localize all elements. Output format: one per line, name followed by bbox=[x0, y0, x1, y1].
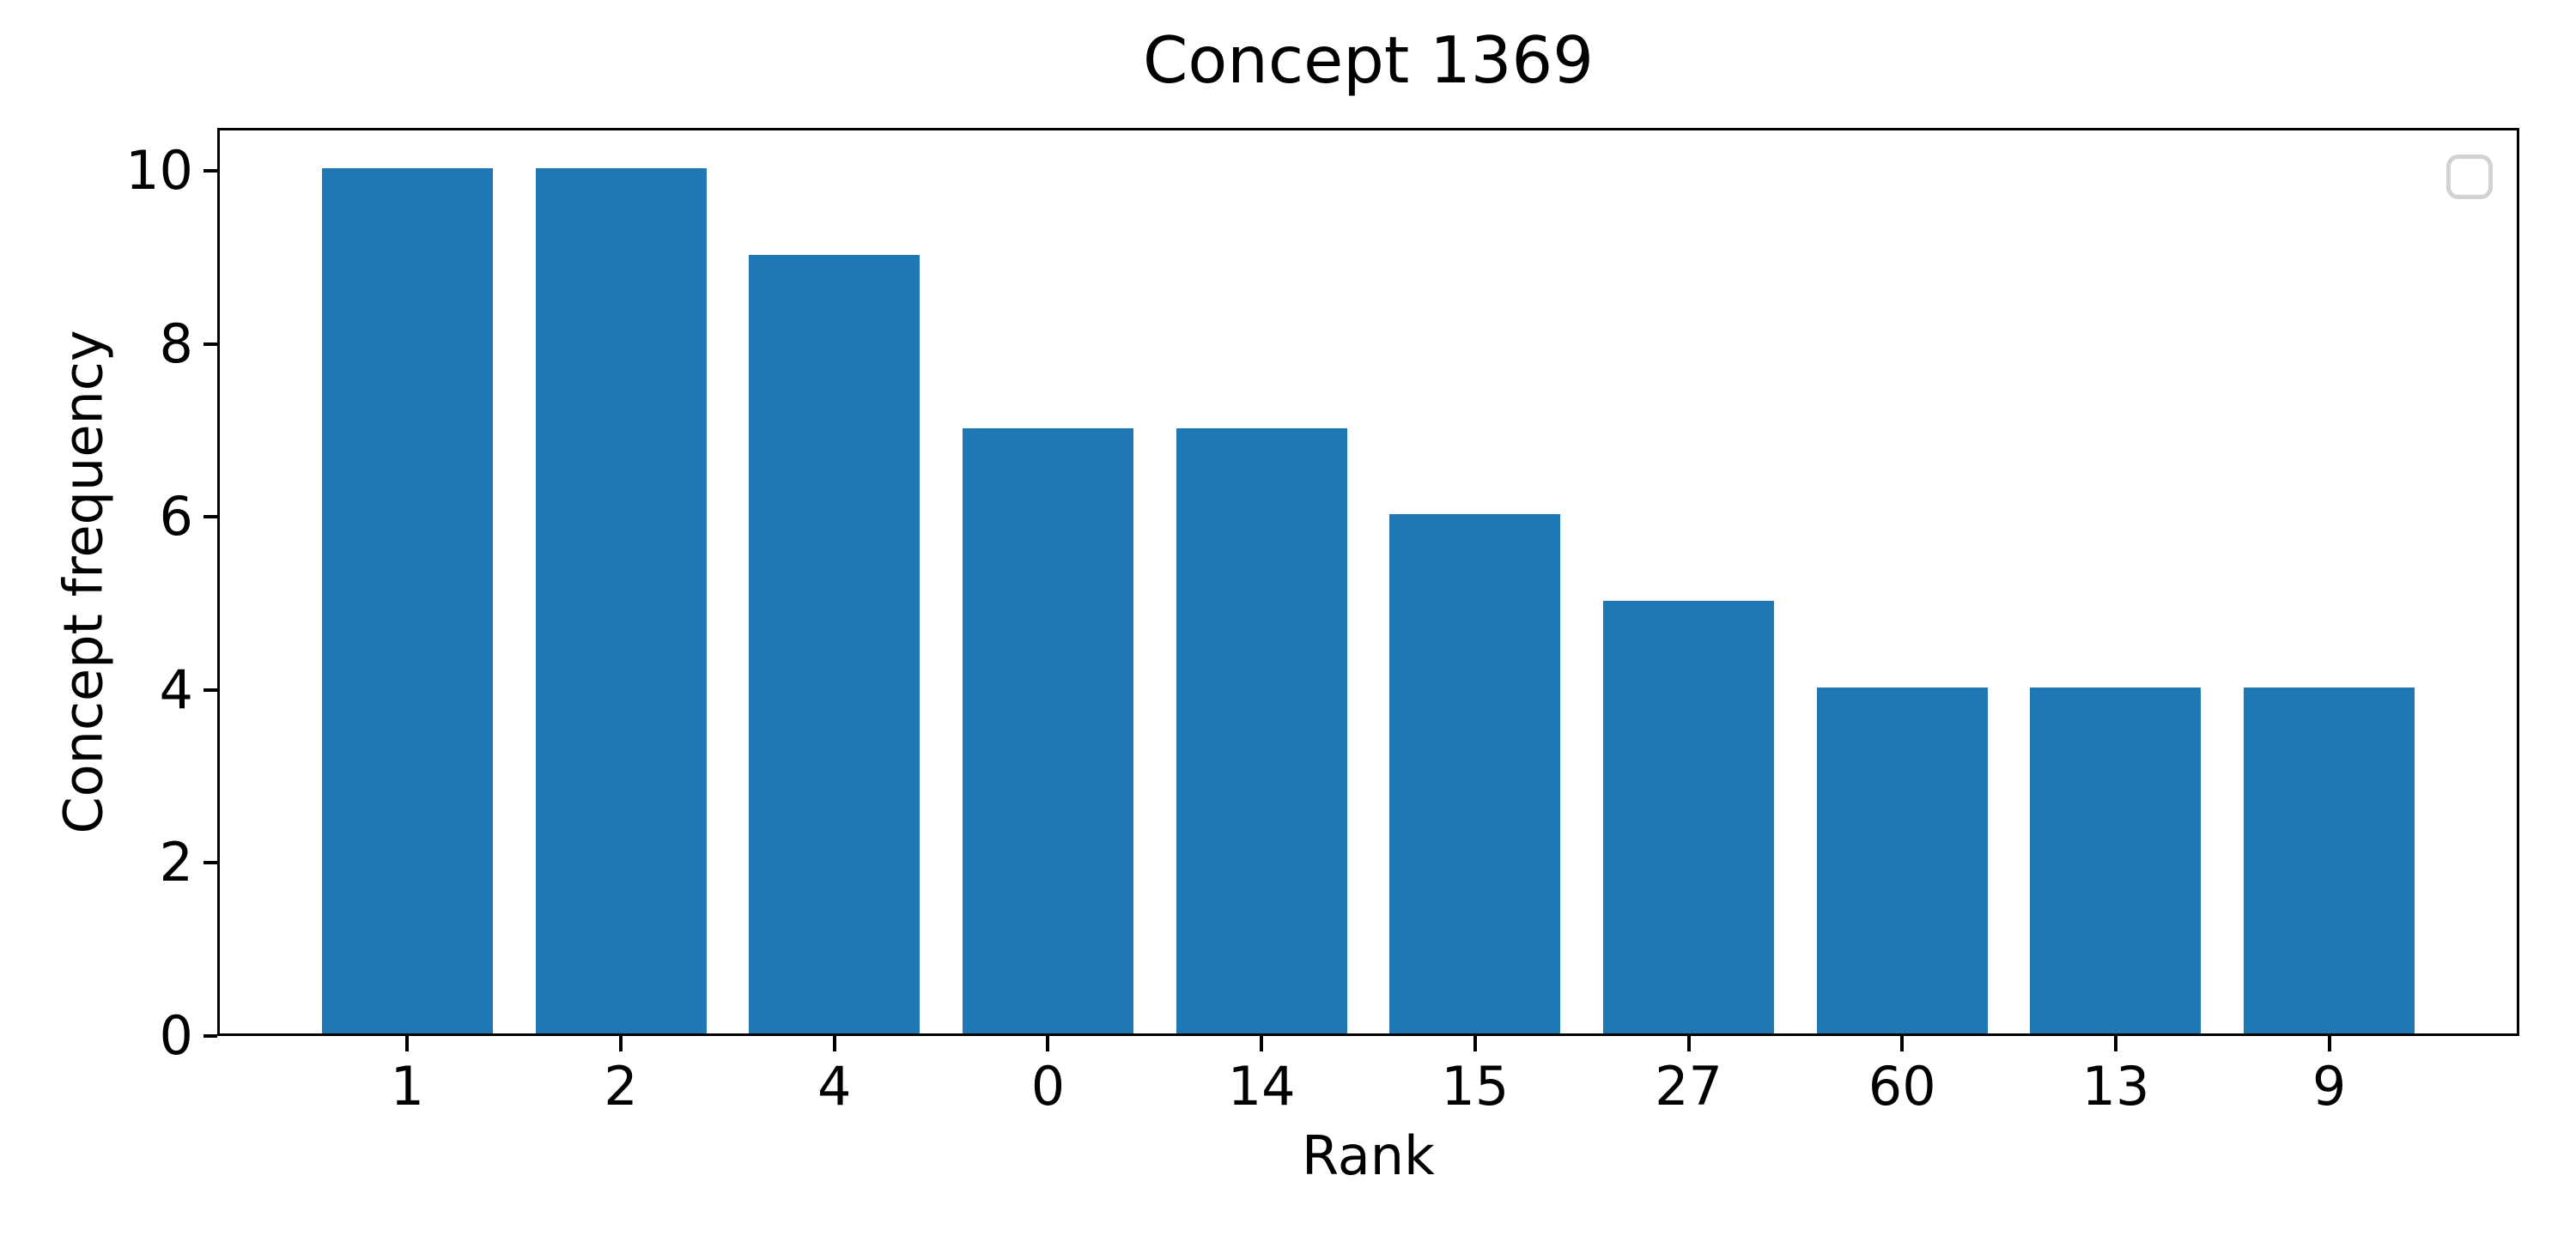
x-tick-mark bbox=[832, 1036, 836, 1051]
y-tick-label: 6 bbox=[159, 485, 193, 548]
x-tick-label: 14 bbox=[1227, 1055, 1296, 1118]
x-axis-label: Rank bbox=[1302, 1124, 1435, 1187]
legend-box bbox=[2446, 154, 2493, 199]
bar bbox=[2244, 687, 2415, 1033]
x-tick-mark bbox=[1473, 1036, 1477, 1051]
bar bbox=[1603, 601, 1775, 1033]
x-tick-mark bbox=[405, 1036, 410, 1051]
y-tick-mark bbox=[204, 342, 217, 346]
bar bbox=[2030, 687, 2202, 1033]
x-tick-mark bbox=[1046, 1036, 1050, 1051]
x-tick-label: 15 bbox=[1441, 1055, 1510, 1118]
x-tick-label: 27 bbox=[1655, 1055, 1722, 1118]
y-tick-mark bbox=[204, 169, 217, 173]
x-tick-mark bbox=[1686, 1036, 1691, 1051]
y-tick-mark bbox=[204, 1034, 217, 1038]
y-tick-label: 4 bbox=[159, 657, 193, 721]
x-tick-label: 4 bbox=[817, 1055, 852, 1118]
y-tick-mark bbox=[204, 515, 217, 519]
bar bbox=[749, 255, 920, 1033]
x-tick-mark bbox=[2113, 1036, 2117, 1051]
bar bbox=[1176, 427, 1347, 1033]
x-tick-label: 1 bbox=[390, 1055, 425, 1118]
x-tick-label: 60 bbox=[1868, 1055, 1936, 1118]
y-tick-label: 10 bbox=[125, 139, 193, 203]
bar bbox=[535, 168, 707, 1033]
bar bbox=[1816, 687, 1988, 1033]
y-tick-label: 0 bbox=[159, 1004, 193, 1067]
x-tick-label: 9 bbox=[2312, 1055, 2347, 1118]
y-tick-label: 8 bbox=[159, 312, 193, 375]
y-tick-mark bbox=[204, 688, 217, 692]
x-tick-label: 0 bbox=[1030, 1055, 1066, 1118]
x-tick-mark bbox=[1900, 1036, 1905, 1051]
x-tick-mark bbox=[1260, 1036, 1264, 1051]
bar bbox=[962, 427, 1133, 1033]
chart-title: Concept 1369 bbox=[1143, 22, 1594, 98]
plot-area bbox=[217, 128, 2519, 1036]
bar bbox=[1389, 514, 1561, 1033]
bar bbox=[321, 168, 493, 1033]
y-axis-label: Concept frequency bbox=[52, 330, 115, 834]
x-tick-mark bbox=[2327, 1036, 2331, 1051]
y-tick-label: 2 bbox=[159, 831, 193, 894]
y-tick-mark bbox=[204, 861, 217, 865]
x-tick-mark bbox=[619, 1036, 623, 1051]
x-tick-label: 13 bbox=[2081, 1055, 2150, 1118]
x-tick-label: 2 bbox=[604, 1055, 638, 1118]
